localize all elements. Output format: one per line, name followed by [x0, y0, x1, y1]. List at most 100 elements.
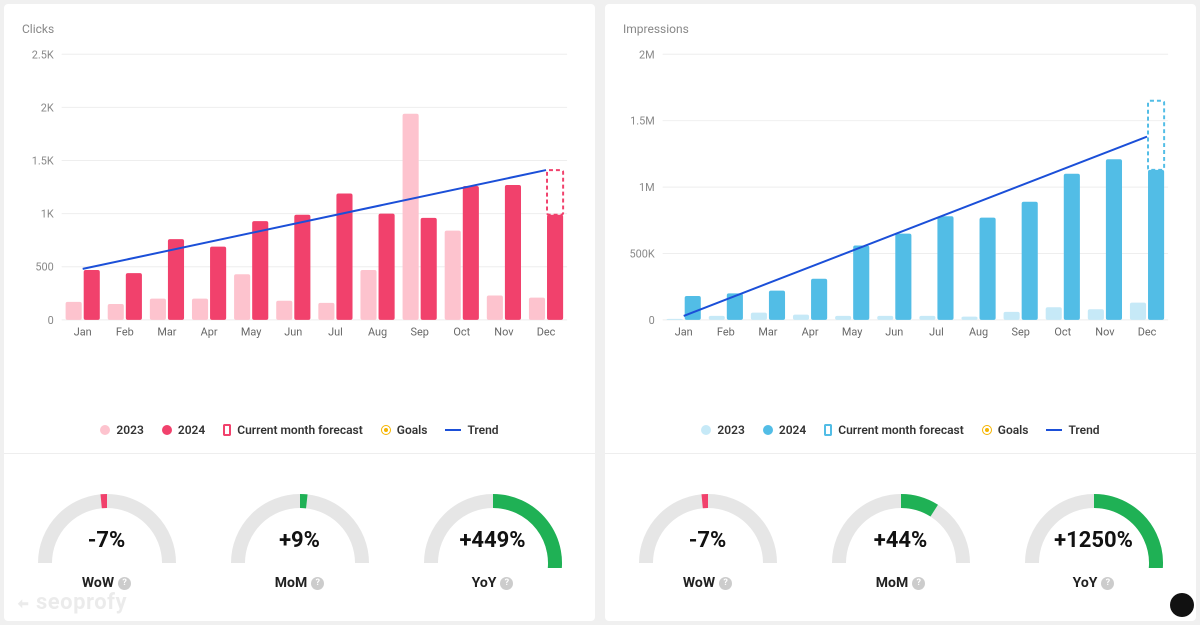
bar-2023[interactable]: [487, 295, 503, 319]
chart-title: Impressions: [623, 22, 1178, 36]
bar-2023[interactable]: [360, 270, 376, 320]
legend-2023[interactable]: 2023: [100, 423, 143, 437]
legend-trend[interactable]: Trend: [445, 423, 498, 437]
bar-2024[interactable]: [505, 185, 521, 320]
gauge-label: WoW ?: [683, 575, 732, 591]
bar-2024[interactable]: [126, 273, 142, 320]
bar-2024[interactable]: [980, 218, 996, 320]
bar-2023[interactable]: [234, 274, 250, 320]
svg-text:0: 0: [649, 314, 655, 327]
svg-text:Mar: Mar: [758, 326, 777, 339]
bar-2024[interactable]: [294, 215, 310, 320]
gauge-label: YoY ?: [1073, 575, 1115, 591]
bar-2024[interactable]: [811, 279, 827, 320]
svg-text:2M: 2M: [639, 48, 655, 61]
svg-text:Dec: Dec: [537, 326, 556, 339]
legend-2024[interactable]: 2024: [763, 423, 806, 437]
bar-2024[interactable]: [1064, 174, 1080, 320]
legend-2024[interactable]: 2024: [162, 423, 205, 437]
forecast-bar: [547, 170, 563, 215]
bar-2023[interactable]: [961, 317, 977, 320]
watermark-text: seoprofy: [36, 590, 127, 615]
bar-2024[interactable]: [379, 214, 395, 320]
help-icon[interactable]: ?: [719, 577, 732, 590]
legend-2023[interactable]: 2023: [701, 423, 744, 437]
bar-2023[interactable]: [1004, 312, 1020, 320]
legend-forecast[interactable]: Current month forecast: [223, 423, 363, 437]
bar-2024[interactable]: [84, 270, 100, 320]
help-icon[interactable]: ?: [311, 577, 324, 590]
bar-2024[interactable]: [853, 246, 869, 320]
gauge-yoy: +449%YoY ?: [400, 478, 585, 591]
legend-label: Goals: [998, 423, 1029, 437]
gauge-value: -7%: [14, 528, 199, 553]
bar-2023[interactable]: [877, 316, 893, 320]
svg-text:1.5K: 1.5K: [32, 154, 54, 167]
bar-2023[interactable]: [445, 231, 461, 320]
gauge-wow: -7% WoW ?: [14, 478, 199, 591]
bar-2023[interactable]: [1088, 309, 1104, 320]
legend-label: 2023: [717, 423, 744, 437]
help-icon[interactable]: ?: [912, 577, 925, 590]
bar-2024[interactable]: [1106, 159, 1122, 320]
bar-2024[interactable]: [769, 291, 785, 320]
bar-2023[interactable]: [1046, 307, 1062, 320]
bar-2023[interactable]: [150, 299, 166, 320]
watermark: seoprofy: [14, 590, 127, 615]
gauge-value: -7%: [615, 528, 800, 553]
bar-2024[interactable]: [168, 239, 184, 320]
bar-2024[interactable]: [895, 234, 911, 320]
corner-dot: [1170, 593, 1194, 617]
bar-2023[interactable]: [108, 304, 124, 320]
gauge-value: +44%: [808, 528, 993, 553]
bar-2023[interactable]: [318, 303, 334, 320]
gauge-mom: +44%MoM ?: [808, 478, 993, 591]
bar-2024[interactable]: [421, 218, 437, 320]
bar-2024[interactable]: [685, 296, 701, 320]
bar-2024[interactable]: [937, 216, 953, 320]
svg-text:1.5M: 1.5M: [630, 115, 655, 128]
bar-2023[interactable]: [919, 316, 935, 320]
bar-2024[interactable]: [1022, 202, 1038, 320]
gauge-wow: -7% WoW ?: [615, 478, 800, 591]
help-icon[interactable]: ?: [1101, 577, 1114, 590]
svg-text:1K: 1K: [41, 208, 54, 221]
svg-text:Jan: Jan: [74, 326, 92, 339]
bar-2023[interactable]: [1130, 303, 1146, 320]
bar-2023[interactable]: [403, 114, 419, 320]
svg-text:Apr: Apr: [802, 326, 819, 339]
svg-text:Apr: Apr: [201, 326, 218, 339]
legend-label: Trend: [1068, 423, 1099, 437]
gauge-label: MoM ?: [275, 575, 324, 591]
bar-2023[interactable]: [709, 316, 725, 320]
bar-2024[interactable]: [252, 221, 268, 320]
legend-forecast[interactable]: Current month forecast: [824, 423, 964, 437]
help-icon[interactable]: ?: [118, 577, 131, 590]
legend-goals[interactable]: Goals: [381, 423, 428, 437]
gauge-value: +1250%: [1001, 528, 1186, 553]
help-icon[interactable]: ?: [500, 577, 513, 590]
svg-text:Sep: Sep: [410, 326, 428, 339]
svg-text:Jul: Jul: [929, 326, 944, 339]
bar-2024[interactable]: [463, 186, 479, 320]
bar-2024[interactable]: [210, 247, 226, 320]
gauge-label: WoW ?: [82, 575, 131, 591]
bar-2023[interactable]: [835, 316, 851, 320]
bar-2023[interactable]: [793, 315, 809, 320]
svg-text:Feb: Feb: [717, 326, 735, 339]
bar-2023[interactable]: [529, 298, 545, 320]
bar-2023[interactable]: [667, 319, 683, 320]
svg-text:Jun: Jun: [284, 326, 302, 339]
legend-trend[interactable]: Trend: [1046, 423, 1099, 437]
legend-goals[interactable]: Goals: [982, 423, 1029, 437]
bar-2023[interactable]: [192, 299, 208, 320]
bar-2023[interactable]: [66, 302, 82, 320]
svg-text:Jun: Jun: [885, 326, 903, 339]
gauge-mom: +9%MoM ?: [207, 478, 392, 591]
bar-2024[interactable]: [1148, 170, 1164, 320]
svg-text:Aug: Aug: [969, 326, 988, 339]
svg-text:May: May: [241, 326, 262, 339]
bar-2024[interactable]: [547, 215, 563, 320]
bar-2023[interactable]: [276, 301, 292, 320]
bar-2023[interactable]: [751, 313, 767, 320]
